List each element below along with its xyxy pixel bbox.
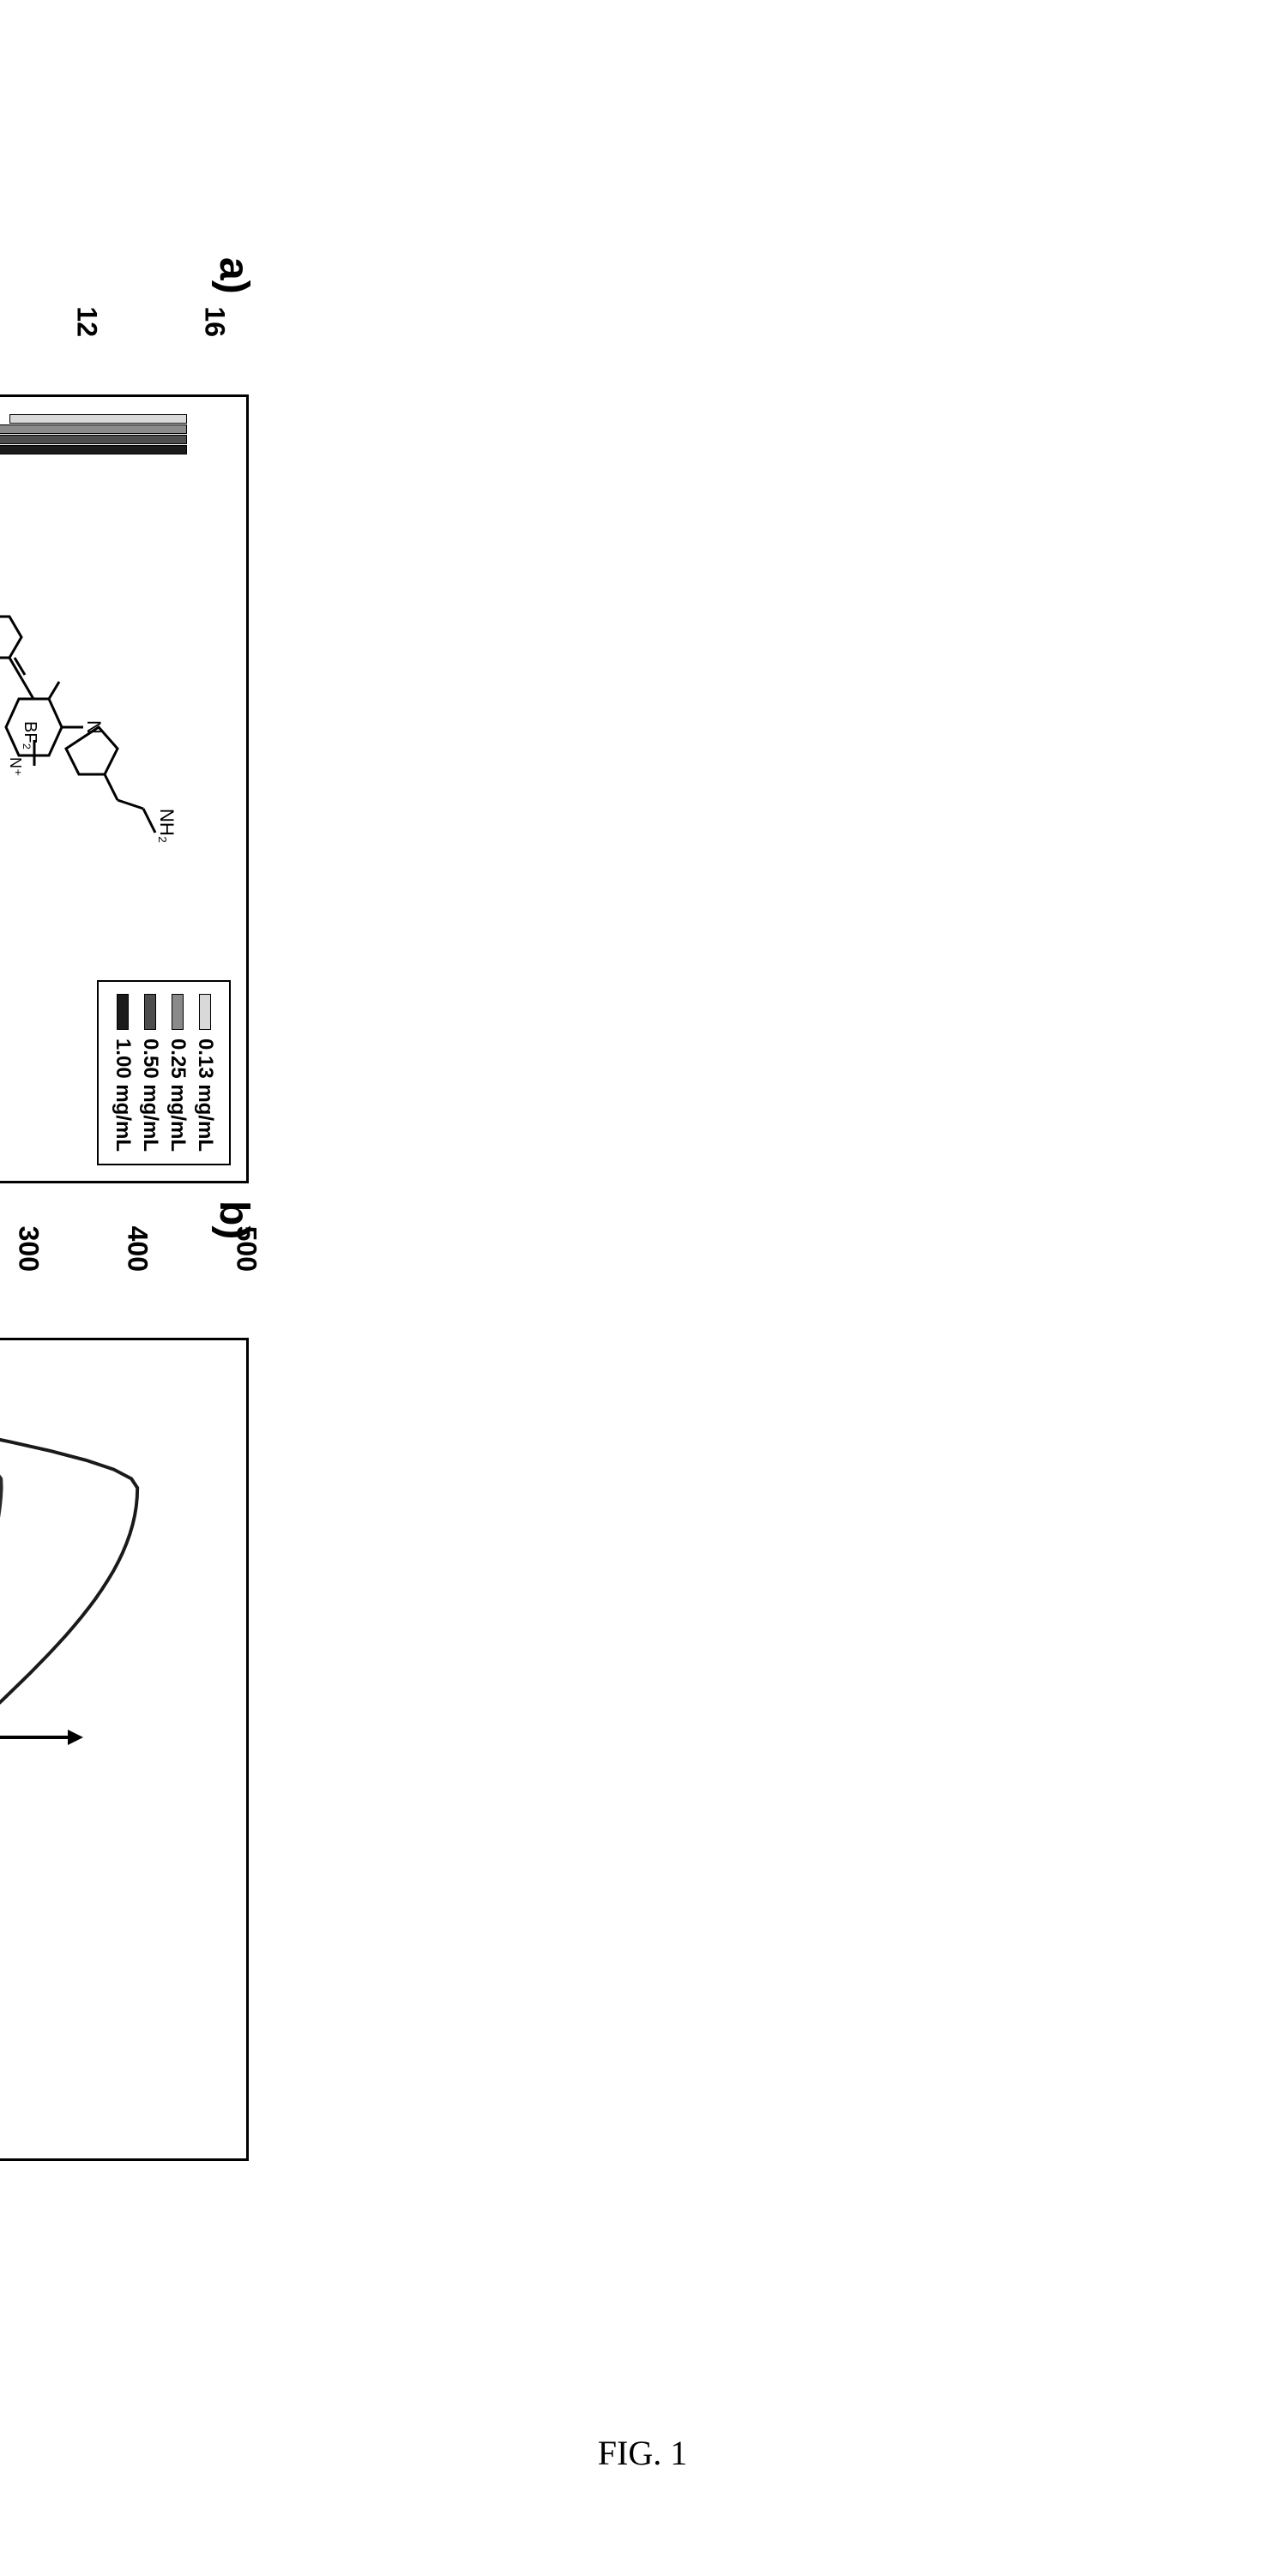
legend-swatch [172, 994, 184, 1030]
panel-a-ytick: 16 [198, 306, 230, 337]
legend-swatch [199, 994, 211, 1030]
panel-a-ytick: 12 [70, 306, 102, 337]
legend-item: 0.25 mg/mL [166, 994, 190, 1152]
panel-a-chart-frame: 0481216 [0, 394, 249, 1183]
bar [9, 414, 187, 424]
figure-caption: FIG. 1 [598, 2433, 687, 2473]
legend-item: 0.13 mg/mL [193, 994, 217, 1152]
legend-swatch [117, 994, 129, 1030]
panel-b-chart-frame: 0100200300400500 [IgG] 57059061063065067… [0, 1338, 249, 2161]
panel-b-ytick: 400 [122, 1226, 154, 1272]
bar [0, 424, 187, 434]
svg-text:N⁺: N⁺ [7, 757, 24, 777]
legend-swatch [144, 994, 156, 1030]
svg-text:BF₂: BF₂ [21, 721, 39, 749]
legend-label: 0.25 mg/mL [166, 1038, 190, 1152]
bar [0, 435, 187, 444]
svg-text:NH₂: NH₂ [156, 809, 178, 843]
panels-row: a) Fluorescence Increase 0481216 [0, 309, 249, 2264]
figure-container: a) Fluorescence Increase 0481216 [0, 309, 249, 2264]
panel-b: b) Fluorescence Intensity (RFU) 01002003… [0, 1252, 249, 2161]
panel-a-label: a) [210, 257, 257, 294]
bar-group [0, 414, 187, 454]
panel-b-ytick: 500 [231, 1226, 262, 1272]
legend-label: 0.13 mg/mL [193, 1038, 217, 1152]
panel-a-legend: 0.13 mg/mL0.25 mg/mL0.50 mg/mL1.00 mg/mL [97, 980, 231, 1165]
legend-label: 0.50 mg/mL [138, 1038, 162, 1152]
arrow-icon [0, 1724, 83, 1750]
legend-item: 1.00 mg/mL [111, 994, 135, 1152]
molecule-structure: N BF₂ N⁺ NH₂ [0, 517, 220, 843]
panel-a: a) Fluorescence Increase 0481216 [0, 309, 249, 1183]
legend-label: 1.00 mg/mL [111, 1038, 135, 1152]
bar [0, 445, 187, 454]
legend-item: 0.50 mg/mL [138, 994, 162, 1152]
panel-b-ytick: 300 [13, 1226, 45, 1272]
